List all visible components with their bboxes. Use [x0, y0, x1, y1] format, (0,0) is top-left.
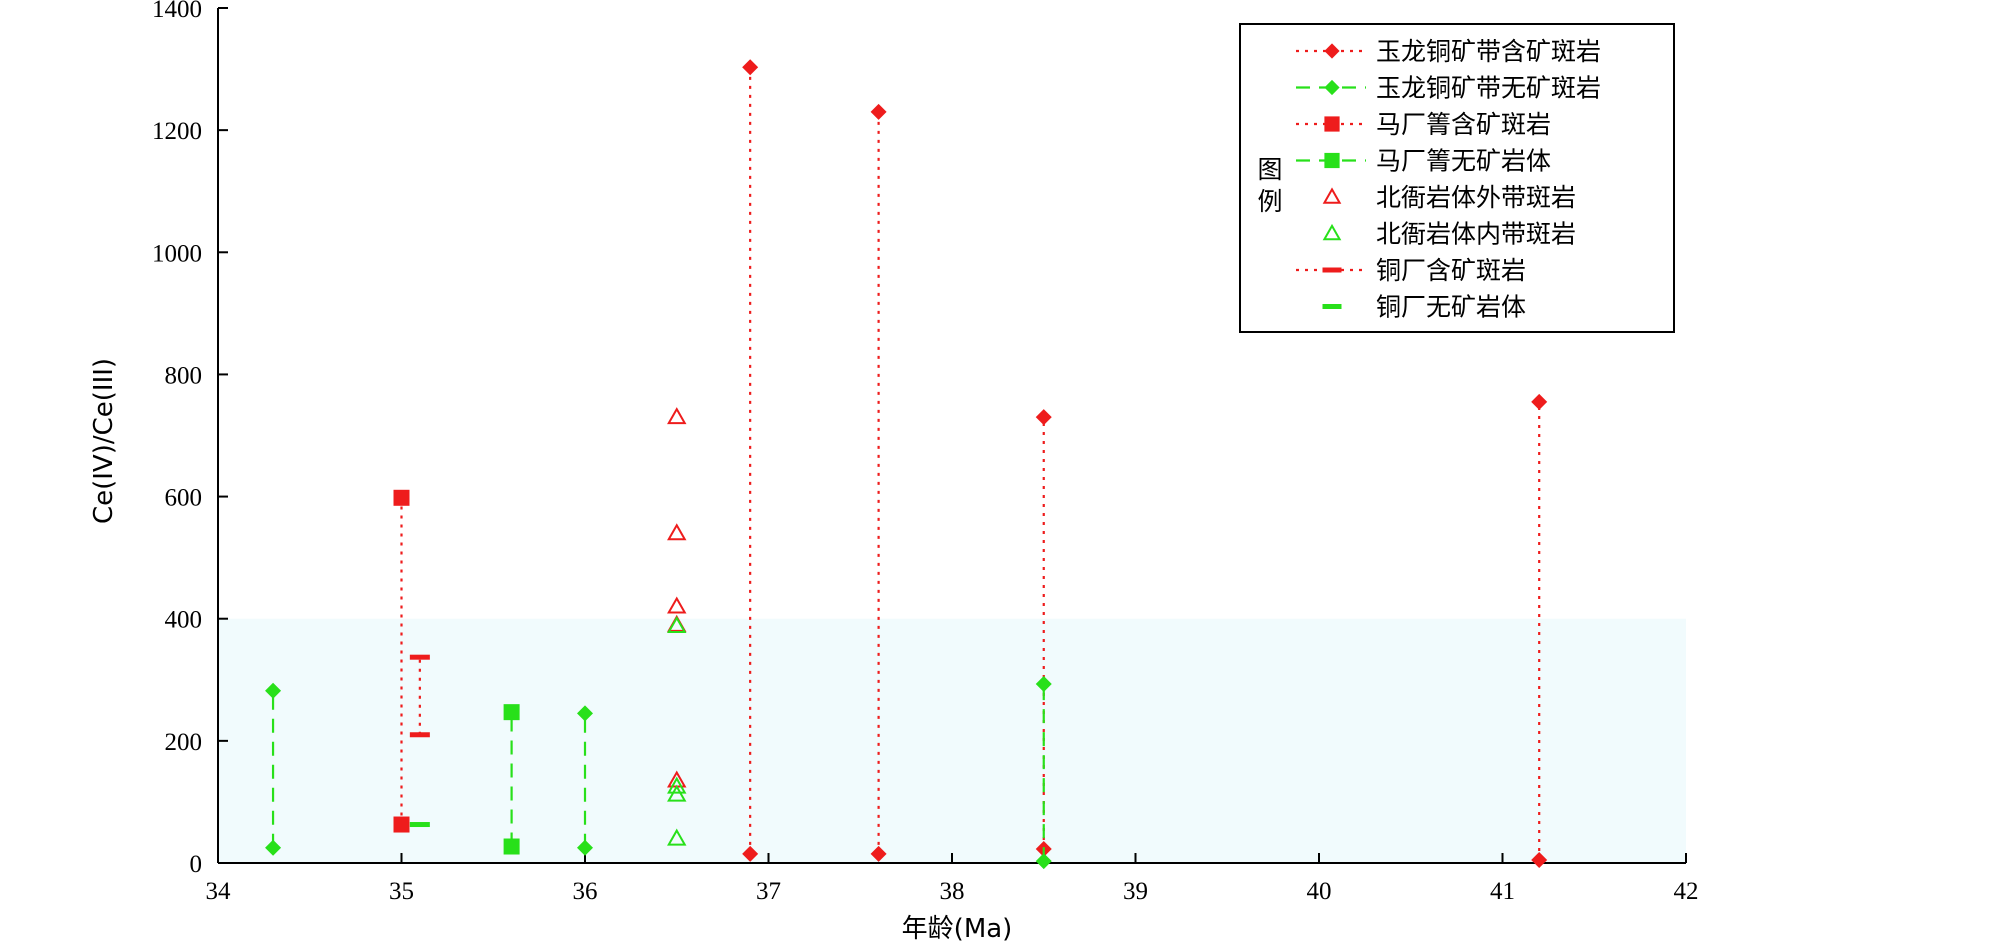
x-tick-label: 36 — [573, 878, 598, 905]
data-point — [577, 839, 593, 856]
series-1 — [742, 59, 1548, 868]
y-tick-label: 0 — [190, 851, 203, 878]
y-tick-label: 600 — [165, 485, 203, 512]
x-tick-label: 40 — [1307, 878, 1332, 905]
x-tick-label: 41 — [1490, 878, 1515, 905]
y-tick-label: 400 — [165, 607, 203, 634]
y-tick-label: 1000 — [152, 240, 202, 267]
data-point — [870, 845, 887, 862]
data-point — [577, 705, 593, 722]
y-tick-label: 1400 — [152, 0, 202, 23]
legend-marker — [1322, 187, 1342, 204]
series-4 — [503, 704, 520, 855]
y-tick-label: 200 — [165, 729, 203, 756]
data-point — [1531, 851, 1548, 868]
data-point — [870, 103, 887, 120]
data-point — [265, 682, 282, 699]
x-tick-label: 42 — [1674, 878, 1699, 905]
legend-label: 铜厂含矿斑岩 — [1376, 256, 1526, 285]
data-point — [667, 596, 687, 614]
data-point — [742, 845, 759, 862]
data-point — [667, 616, 687, 634]
legend-label: 北衙岩体内带斑岩 — [1376, 220, 1576, 249]
data-point — [1035, 409, 1052, 426]
axes: 34 35 36 37 38 39 40 41 42 0 200 400 600 800 1000 1200 1… — [152, 0, 1699, 905]
legend-marker — [1322, 223, 1342, 241]
legend-marker — [1324, 116, 1340, 132]
legend-label: 玉龙铜矿带含矿斑岩 — [1376, 37, 1601, 66]
data-point — [393, 489, 410, 506]
data-point — [667, 828, 687, 846]
legend-marker — [1322, 267, 1342, 273]
data-point — [393, 816, 410, 833]
x-tick-label: 39 — [1123, 878, 1148, 905]
legend-marker — [1324, 79, 1340, 96]
x-tick-label: 37 — [756, 878, 781, 905]
legend-label: 马厂箐无矿岩体 — [1376, 147, 1551, 176]
legend-label: 北衙岩体外带斑岩 — [1376, 183, 1576, 212]
x-tick-label: 38 — [940, 878, 965, 905]
legend-label: 铜厂无矿岩体 — [1376, 293, 1526, 322]
data-point — [742, 59, 759, 76]
series-3 — [393, 489, 410, 833]
x-tick-label: 34 — [206, 878, 232, 905]
data-point — [503, 838, 520, 855]
data-point — [667, 523, 687, 541]
data-point — [1035, 676, 1052, 693]
legend-marker — [1322, 304, 1342, 309]
data-point — [409, 732, 430, 738]
legend-box — [1239, 23, 1675, 333]
data-point — [503, 704, 520, 721]
legend-marker — [1324, 152, 1340, 169]
series-6 — [667, 616, 687, 846]
legend-label: 玉龙铜矿带无矿斑岩 — [1376, 74, 1601, 103]
data-point — [409, 654, 430, 660]
y-tick-label: 800 — [165, 362, 203, 389]
data-point — [667, 784, 687, 802]
y-tick-label: 1200 — [152, 118, 202, 145]
shaded-band — [218, 618, 1686, 863]
data-point — [1531, 393, 1548, 410]
data-point — [1035, 853, 1052, 870]
legend-label: 马厂箐含矿斑岩 — [1376, 110, 1551, 139]
data-point — [667, 776, 687, 794]
data-point — [667, 407, 687, 425]
x-axis-label: 年龄(Ma) — [902, 914, 1013, 943]
series-7 — [409, 654, 430, 738]
x-tick-label: 35 — [389, 878, 414, 905]
shaded-band-rect — [218, 618, 1686, 863]
data-point — [409, 822, 430, 828]
legend: 图例 玉龙铜矿带含矿斑岩玉龙铜矿带无矿斑岩马厂箐含矿斑岩马厂箐无矿岩体北衙岩体外带… — [1239, 23, 1675, 333]
legend-title: 例 — [1257, 187, 1282, 216]
legend-marker — [1324, 43, 1340, 59]
data-point — [265, 839, 282, 856]
legend-title: 图 — [1257, 155, 1282, 184]
y-axis-label: Ce(IV)/Ce(III) — [89, 358, 119, 524]
plot-area — [265, 59, 1548, 870]
series-2 — [265, 676, 1052, 870]
series-8 — [409, 822, 430, 828]
